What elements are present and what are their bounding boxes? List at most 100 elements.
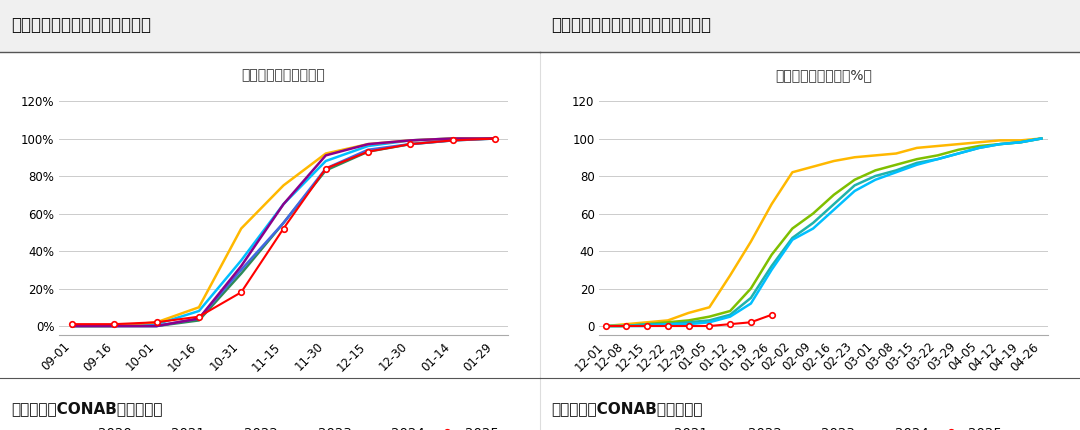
2020 <box>108 323 121 329</box>
2023 <box>108 323 121 329</box>
2022 <box>66 323 79 329</box>
2025 <box>108 322 121 327</box>
2024 <box>931 157 944 162</box>
2021 <box>1035 136 1048 141</box>
2023 <box>234 267 247 272</box>
2021 <box>848 155 861 160</box>
2023 <box>683 319 696 325</box>
2021 <box>744 239 757 244</box>
2024 <box>807 226 820 231</box>
2024 <box>890 170 903 175</box>
2022 <box>683 318 696 323</box>
2025 <box>276 226 289 231</box>
2024 <box>786 237 799 243</box>
2023 <box>744 295 757 301</box>
Line: 2025: 2025 <box>603 312 774 329</box>
2025 <box>620 323 633 329</box>
2022 <box>661 319 674 325</box>
2023 <box>807 220 820 225</box>
2021 <box>1014 138 1027 143</box>
2022 <box>994 141 1007 147</box>
2024 <box>446 136 459 141</box>
2022 <box>931 153 944 158</box>
2022 <box>869 168 882 173</box>
2022 <box>786 226 799 231</box>
2021 <box>827 158 840 163</box>
2020 <box>234 271 247 276</box>
2022 <box>108 323 121 329</box>
2025 <box>661 323 674 329</box>
Line: 2021: 2021 <box>72 138 495 326</box>
2021 <box>910 145 923 150</box>
2023 <box>66 323 79 329</box>
2020 <box>446 138 459 143</box>
2024 <box>488 136 501 141</box>
2024 <box>827 207 840 212</box>
2022 <box>848 177 861 182</box>
2021 <box>724 273 737 278</box>
2022 <box>744 286 757 291</box>
2020 <box>150 323 163 329</box>
2024 <box>404 138 417 143</box>
Legend: 2020, 2021, 2022, 2023, 2024, 2025: 2020, 2021, 2022, 2023, 2024, 2025 <box>64 422 503 430</box>
2024 <box>765 267 778 272</box>
2025 <box>66 322 79 327</box>
2022 <box>1014 140 1027 145</box>
2023 <box>276 220 289 225</box>
2023 <box>446 138 459 143</box>
2020 <box>320 168 333 173</box>
2021 <box>234 258 247 263</box>
2022 <box>703 314 716 319</box>
2025 <box>192 314 205 319</box>
2023 <box>827 202 840 207</box>
2021 <box>765 202 778 207</box>
2021 <box>703 305 716 310</box>
2022 <box>973 144 986 149</box>
Line: 2020: 2020 <box>72 138 495 326</box>
2023 <box>150 323 163 329</box>
2023 <box>724 312 737 317</box>
Text: 数据来源：CONAB，国富期货: 数据来源：CONAB，国富期货 <box>11 401 162 416</box>
2022 <box>910 157 923 162</box>
2025 <box>765 312 778 317</box>
2024 <box>910 162 923 167</box>
2023 <box>951 151 964 156</box>
2021 <box>150 322 163 327</box>
2022 <box>446 136 459 141</box>
2020 <box>488 136 501 141</box>
2024 <box>951 151 964 156</box>
2021 <box>66 323 79 329</box>
2022 <box>234 226 247 231</box>
2020 <box>404 141 417 147</box>
2021 <box>620 322 633 327</box>
2021 <box>276 202 289 207</box>
2025 <box>446 138 459 143</box>
Title: 巴西大豆成熟状况（%）: 巴西大豆成熟状况（%） <box>775 68 872 82</box>
2025 <box>724 322 737 327</box>
2025 <box>488 136 501 141</box>
2025 <box>683 323 696 329</box>
2021 <box>994 138 1007 143</box>
2024 <box>320 153 333 158</box>
2022 <box>488 136 501 141</box>
2022 <box>827 192 840 197</box>
2022 <box>150 319 163 325</box>
2023 <box>931 157 944 162</box>
2022 <box>620 323 633 329</box>
2025 <box>320 166 333 171</box>
Line: 2024: 2024 <box>72 138 495 326</box>
2021 <box>362 144 375 149</box>
2025 <box>404 141 417 147</box>
2021 <box>951 141 964 147</box>
2024 <box>108 323 121 329</box>
2024 <box>994 141 1007 147</box>
2024 <box>744 301 757 306</box>
2024 <box>234 264 247 269</box>
2023 <box>640 322 653 327</box>
2022 <box>320 151 333 156</box>
2023 <box>869 173 882 178</box>
Line: 2022: 2022 <box>72 138 495 326</box>
2023 <box>488 136 501 141</box>
2021 <box>446 136 459 141</box>
2022 <box>1035 136 1048 141</box>
